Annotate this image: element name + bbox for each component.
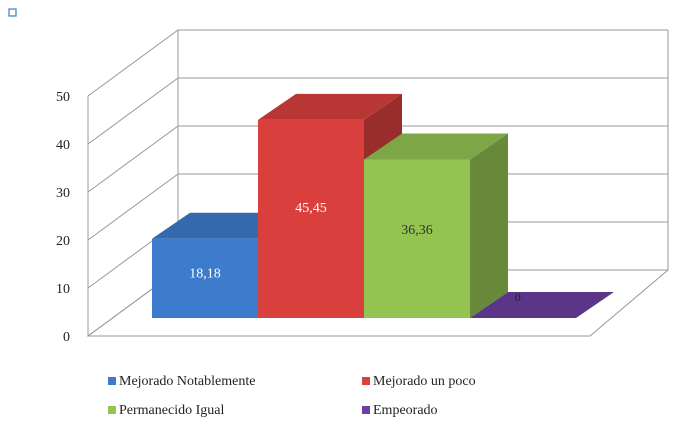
- bar-top: [258, 93, 402, 120]
- bar-top: [470, 292, 614, 318]
- y-tick-label: 40: [56, 138, 70, 153]
- legend-label: Mejorado Notablemente: [119, 374, 255, 389]
- y-tick-label: 0: [63, 330, 70, 345]
- bar-front: [152, 238, 258, 318]
- y-tick-label: 10: [56, 282, 70, 297]
- legend-swatch: [108, 406, 116, 414]
- value-label: 0: [515, 290, 521, 304]
- legend-swatch: [362, 377, 370, 385]
- grid-line: [87, 125, 668, 193]
- bar-front: [364, 159, 470, 318]
- floor: [88, 269, 669, 337]
- grid-line: [87, 77, 668, 145]
- legend-label: Permanecido Igual: [119, 403, 224, 418]
- bar: [364, 133, 508, 318]
- bar-top: [364, 133, 508, 160]
- bar-side: [470, 133, 508, 318]
- y-tick-label: 20: [56, 234, 70, 249]
- corner-icon: [8, 8, 17, 17]
- legend-label: Mejorado un poco: [373, 374, 476, 389]
- value-label: 36,36: [401, 223, 433, 238]
- value-label: 45,45: [295, 201, 327, 216]
- legend-swatch: [108, 377, 116, 385]
- grid-line: [87, 29, 668, 97]
- bar: [470, 292, 614, 318]
- legend-swatch: [362, 406, 370, 414]
- legend-label: Empeorado: [373, 403, 438, 418]
- y-tick-label: 30: [56, 186, 70, 201]
- y-tick-label: 50: [56, 90, 70, 105]
- bar-front: [258, 119, 364, 318]
- value-label: 18,18: [189, 267, 221, 282]
